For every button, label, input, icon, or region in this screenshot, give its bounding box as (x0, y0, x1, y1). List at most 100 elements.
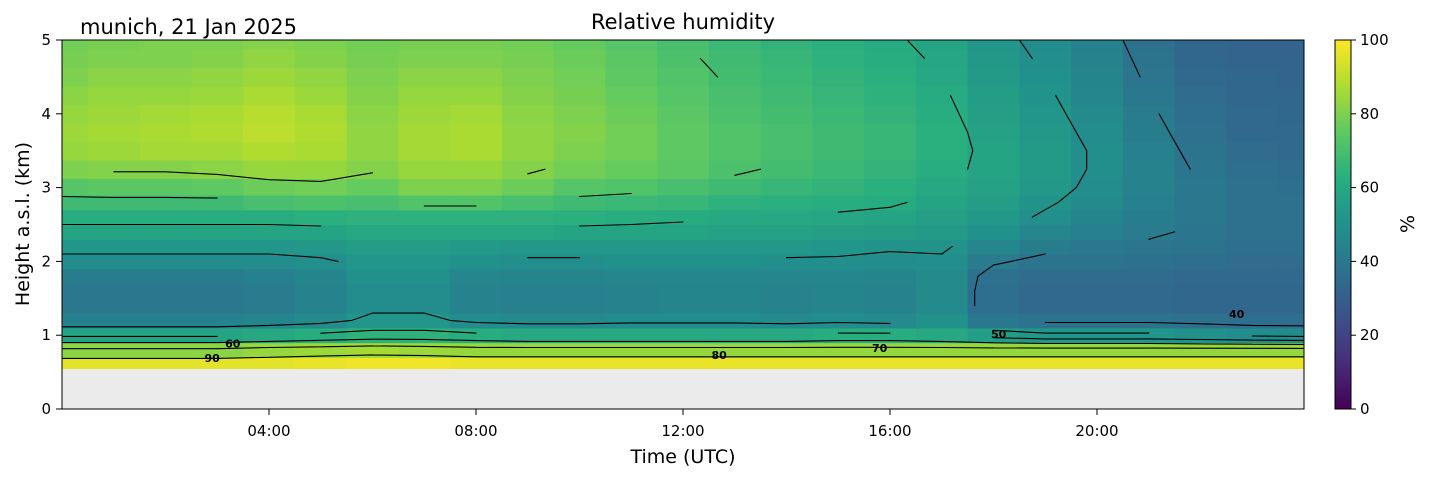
heatmap-cell (708, 209, 762, 226)
heatmap-cell (191, 342, 244, 358)
heatmap-cell (967, 104, 1020, 124)
heatmap-cell (398, 86, 451, 106)
contour-line-90 (62, 354, 1304, 359)
heatmap-cell (501, 254, 555, 270)
heatmap-cell (605, 67, 658, 87)
heatmap-cell (864, 313, 917, 329)
heatmap-cell (450, 342, 503, 358)
heatmap-cell (1071, 313, 1124, 329)
heatmap-cell (1122, 49, 1176, 69)
heatmap-cell (915, 123, 969, 143)
heatmap-cell (139, 239, 192, 255)
heatmap-cell (243, 194, 296, 211)
heatmap-cell (915, 40, 969, 50)
heatmap-cell (864, 357, 917, 370)
heatmap-cell (450, 268, 503, 285)
heatmap-cell (760, 178, 813, 196)
heatmap-cell (346, 254, 399, 270)
heatmap-cell (812, 194, 865, 211)
heatmap-cell (760, 327, 813, 344)
heatmap-cell (1226, 141, 1279, 161)
y-tick-label: 2 (41, 252, 51, 270)
heatmap-cell (62, 40, 89, 50)
heatmap-cell (139, 141, 192, 161)
heatmap-cell (1174, 209, 1227, 226)
heatmap-cell (1278, 49, 1304, 69)
heatmap-cell (1278, 209, 1304, 226)
heatmap-cell (1174, 342, 1227, 358)
heatmap-cell (1278, 86, 1304, 106)
heatmap-cell (708, 67, 762, 87)
heatmap-cell (553, 40, 606, 50)
heatmap-cell (1071, 40, 1124, 50)
heatmap-cell (62, 178, 89, 196)
heatmap-cell (139, 123, 192, 143)
heatmap-cell (398, 49, 451, 69)
heatmap-cell (915, 283, 969, 299)
heatmap-cell (450, 86, 503, 106)
heatmap-cell (87, 327, 141, 344)
heatmap-cell (294, 141, 348, 161)
heatmap-cell (553, 141, 606, 161)
heatmap-cell (1226, 268, 1279, 285)
heatmap-cell (967, 357, 1020, 370)
heatmap-cell (864, 209, 917, 226)
heatmap-cell (62, 86, 89, 106)
x-tick-label: 08:00 (454, 422, 497, 440)
heatmap-cell (87, 40, 141, 50)
contour-line-60 (62, 40, 1304, 341)
heatmap-cell (139, 49, 192, 69)
heatmap-cell (450, 123, 503, 143)
heatmap-cell (1174, 194, 1227, 211)
heatmap-cell (346, 239, 399, 255)
heatmap-cell (864, 86, 917, 106)
heatmap-cell (1071, 104, 1124, 124)
heatmap-cell (346, 357, 399, 370)
heatmap-cell (1122, 327, 1176, 344)
heatmap-cell (1122, 104, 1176, 124)
heatmap-cell (1278, 178, 1304, 196)
heatmap-cell (657, 178, 710, 196)
heatmap-cell (501, 357, 555, 370)
heatmap-cell (605, 239, 658, 255)
heatmap-cell (1122, 178, 1176, 196)
heatmap-cell (87, 239, 141, 255)
y-axis: 0 1 2 3 4 5 (41, 31, 62, 418)
heatmap-cell (657, 283, 710, 299)
heatmap-cell (812, 283, 865, 299)
heatmap-cell (346, 86, 399, 106)
heatmap-cell (1071, 209, 1124, 226)
heatmap-cell (191, 327, 244, 344)
heatmap-cell (346, 313, 399, 329)
heatmap-cell (553, 268, 606, 285)
heatmap-cell (915, 357, 969, 370)
heatmap-cell (1174, 178, 1227, 196)
heatmap-cell (1226, 239, 1279, 255)
heatmap-cell (450, 313, 503, 329)
heatmap-cell (501, 342, 555, 358)
heatmap-cell (398, 254, 451, 270)
heatmap-cell (864, 159, 917, 179)
heatmap-cell (708, 283, 762, 299)
heatmap-cell (398, 159, 451, 179)
heatmap-cell (1071, 239, 1124, 255)
heatmap-cell (501, 209, 555, 226)
heatmap-cell (1174, 104, 1227, 124)
colorbar-bar (1334, 39, 1352, 410)
heatmap-cell (915, 239, 969, 255)
heatmap-cell (294, 123, 348, 143)
heatmap-cell (760, 123, 813, 143)
heatmap-cell (553, 283, 606, 299)
contour-line-70 (62, 57, 1304, 345)
heatmap-cell (139, 254, 192, 270)
heatmap-cell (243, 224, 296, 240)
heatmap-cell (1174, 283, 1227, 299)
heatmap-cell (1122, 357, 1176, 370)
contour-lines (62, 40, 1304, 359)
heatmap-cell (812, 224, 865, 240)
heatmap-cell (605, 209, 658, 226)
heatmap-cell (1174, 268, 1227, 285)
heatmap-cell (708, 327, 762, 344)
heatmap-cell (1226, 159, 1279, 179)
